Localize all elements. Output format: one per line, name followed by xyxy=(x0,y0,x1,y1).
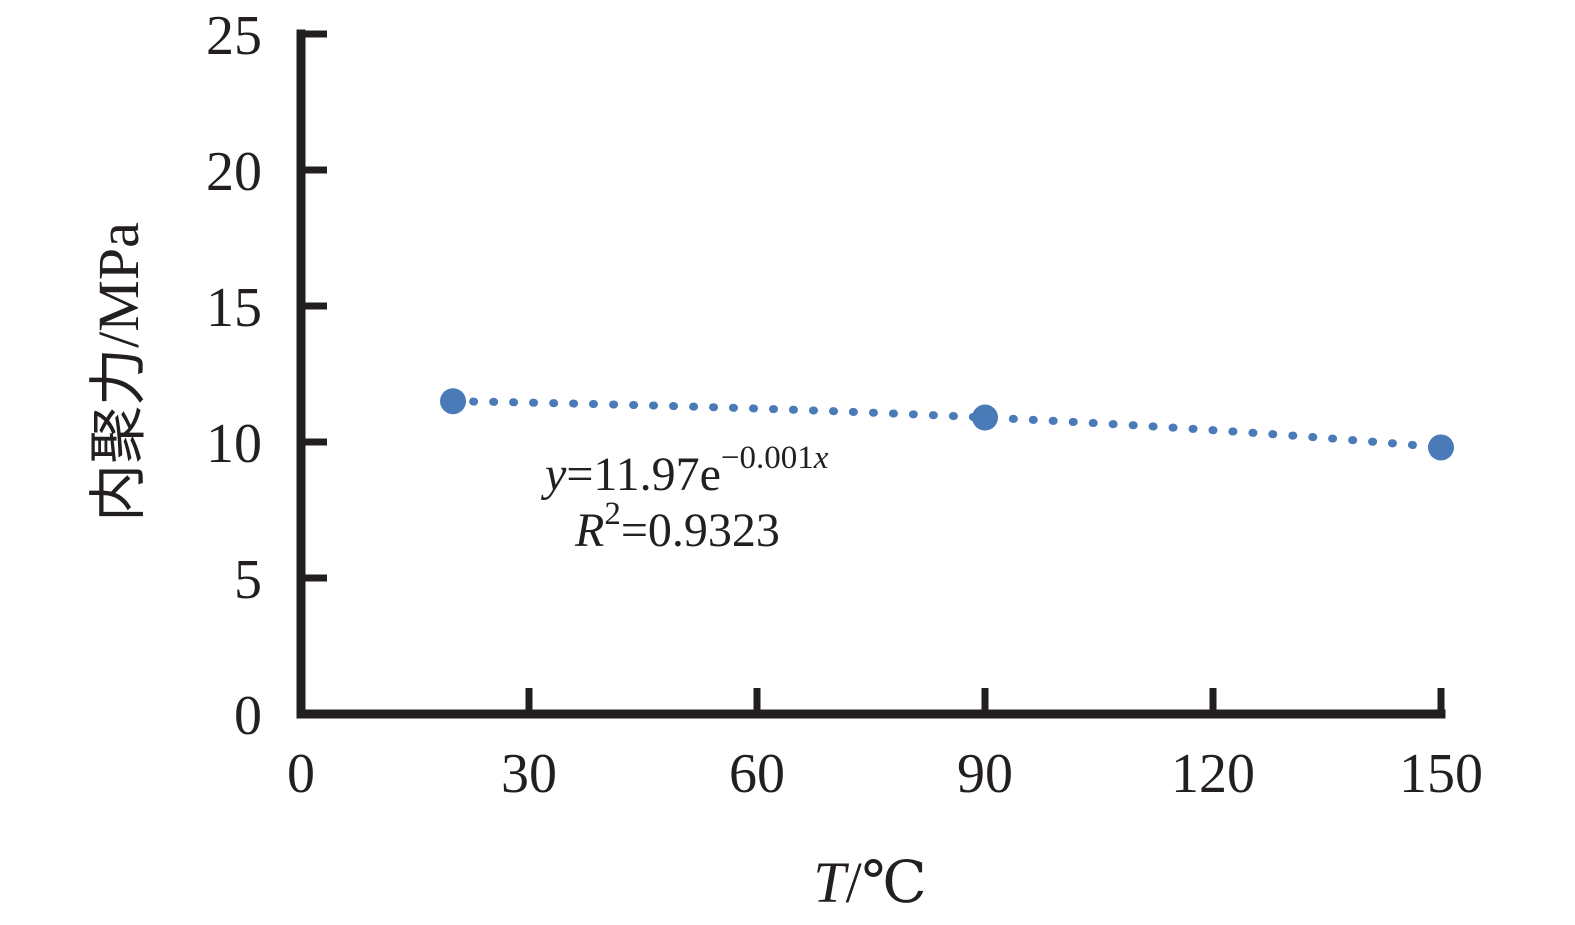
r-squared-value: =0.9323 xyxy=(621,504,780,557)
y-tick-label-5: 5 xyxy=(234,549,262,611)
r-squared-superscript: 2 xyxy=(604,496,621,532)
x-tick-label-60: 60 xyxy=(729,743,785,805)
y-tick-label-0: 0 xyxy=(234,685,262,747)
r-squared-variable: R xyxy=(574,504,604,557)
x-tick-label-90: 90 xyxy=(957,743,1013,805)
data-point-0 xyxy=(440,388,466,415)
x-axis-title-unit: /℃ xyxy=(846,850,927,915)
equation-exponent-coefficient: −0.001 xyxy=(721,440,814,476)
y-axis-title: 内聚力/MPa xyxy=(86,222,151,522)
equation-body: =11.97e xyxy=(566,448,721,501)
trendline-dotted xyxy=(449,397,1445,452)
x-tick-label-150: 150 xyxy=(1399,743,1483,805)
y-tick-label-10: 10 xyxy=(206,413,262,475)
r-squared-annotation: R2=0.9323 xyxy=(574,496,780,557)
x-tick-label-120: 120 xyxy=(1171,743,1255,805)
x-tick-label-30: 30 xyxy=(501,743,557,805)
trendline-equation: y=11.97e−0.001x xyxy=(540,440,829,501)
x-axis-title-variable: T xyxy=(813,850,849,915)
data-point-2 xyxy=(1428,434,1454,461)
equation-exponent-variable: x xyxy=(813,440,829,476)
x-tick-label-0: 0 xyxy=(287,743,315,805)
y-tick-label-15: 15 xyxy=(206,277,262,339)
data-point-1 xyxy=(972,404,998,431)
y-tick-label-25: 25 xyxy=(206,5,262,67)
equation-y-variable: y xyxy=(540,448,567,501)
y-tick-label-20: 20 xyxy=(206,141,262,203)
x-axis-title: T/℃ xyxy=(813,850,926,915)
